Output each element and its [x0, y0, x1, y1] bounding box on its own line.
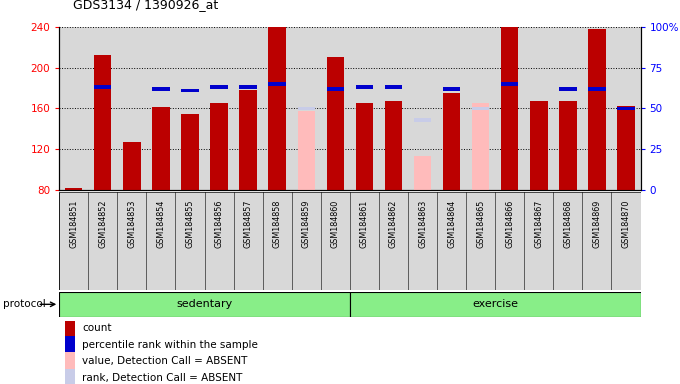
- Bar: [182, 114, 199, 190]
- Bar: [210, 103, 228, 190]
- Bar: [123, 142, 141, 190]
- Bar: [65, 353, 75, 370]
- Text: GSM184854: GSM184854: [156, 200, 165, 248]
- Bar: [466, 27, 495, 190]
- Text: percentile rank within the sample: percentile rank within the sample: [82, 340, 258, 350]
- Text: GSM184852: GSM184852: [99, 200, 107, 248]
- Bar: [554, 27, 583, 190]
- Bar: [152, 87, 169, 91]
- Bar: [443, 87, 460, 91]
- Text: GSM184866: GSM184866: [505, 200, 514, 248]
- Bar: [292, 27, 321, 190]
- Text: GSM184863: GSM184863: [418, 200, 427, 248]
- Bar: [152, 108, 169, 190]
- Text: GSM184861: GSM184861: [360, 200, 369, 248]
- Bar: [414, 118, 431, 122]
- Bar: [588, 87, 606, 91]
- Text: GSM184858: GSM184858: [273, 200, 282, 248]
- Bar: [146, 27, 175, 190]
- Bar: [88, 27, 117, 190]
- Text: GSM184853: GSM184853: [127, 200, 136, 248]
- Bar: [524, 27, 554, 190]
- Text: GSM184855: GSM184855: [186, 200, 194, 248]
- Bar: [617, 106, 634, 190]
- Text: GSM184851: GSM184851: [69, 200, 78, 248]
- Bar: [182, 89, 199, 92]
- Bar: [321, 27, 350, 190]
- Text: value, Detection Call = ABSENT: value, Detection Call = ABSENT: [82, 356, 248, 366]
- Text: GSM184860: GSM184860: [331, 200, 340, 248]
- Bar: [210, 86, 228, 89]
- Bar: [472, 103, 490, 190]
- Bar: [385, 86, 402, 89]
- Bar: [437, 27, 466, 190]
- Bar: [239, 90, 257, 190]
- Bar: [65, 369, 75, 384]
- Bar: [559, 87, 577, 91]
- Text: GSM184868: GSM184868: [564, 200, 573, 248]
- Bar: [326, 87, 344, 91]
- Bar: [408, 27, 437, 190]
- Bar: [94, 55, 112, 190]
- Bar: [65, 336, 75, 354]
- Bar: [298, 111, 315, 190]
- Bar: [588, 29, 606, 190]
- Bar: [414, 156, 431, 190]
- Bar: [350, 292, 641, 317]
- Bar: [239, 86, 257, 89]
- Text: GSM184869: GSM184869: [592, 200, 601, 248]
- Text: GSM184865: GSM184865: [476, 200, 485, 248]
- Text: GSM184856: GSM184856: [215, 200, 224, 248]
- Bar: [530, 101, 547, 190]
- Bar: [495, 27, 524, 190]
- Bar: [501, 27, 518, 190]
- Bar: [65, 319, 75, 337]
- Bar: [326, 58, 344, 190]
- Bar: [611, 27, 641, 190]
- Bar: [385, 101, 402, 190]
- Bar: [262, 27, 292, 190]
- Text: GSM184867: GSM184867: [534, 200, 543, 248]
- Bar: [65, 188, 82, 190]
- Bar: [443, 93, 460, 190]
- Bar: [617, 107, 634, 110]
- Bar: [94, 86, 112, 89]
- Bar: [559, 101, 577, 190]
- Bar: [356, 103, 373, 190]
- Bar: [269, 82, 286, 86]
- Bar: [59, 27, 88, 190]
- Bar: [175, 27, 205, 190]
- Bar: [117, 27, 146, 190]
- Bar: [356, 86, 373, 89]
- Bar: [205, 27, 234, 190]
- Bar: [59, 292, 350, 317]
- Text: rank, Detection Call = ABSENT: rank, Detection Call = ABSENT: [82, 372, 243, 383]
- Text: exercise: exercise: [472, 299, 518, 310]
- Text: GSM184864: GSM184864: [447, 200, 456, 248]
- Bar: [379, 27, 408, 190]
- Text: GDS3134 / 1390926_at: GDS3134 / 1390926_at: [73, 0, 218, 12]
- Bar: [501, 82, 518, 86]
- Text: GSM184859: GSM184859: [302, 200, 311, 248]
- Text: GSM184862: GSM184862: [389, 200, 398, 248]
- Text: GSM184857: GSM184857: [243, 200, 252, 248]
- Bar: [269, 27, 286, 190]
- Bar: [583, 27, 611, 190]
- Bar: [234, 27, 262, 190]
- Bar: [350, 27, 379, 190]
- Text: sedentary: sedentary: [176, 299, 233, 310]
- Text: protocol: protocol: [3, 299, 46, 310]
- Bar: [472, 107, 490, 110]
- Text: count: count: [82, 323, 112, 333]
- Bar: [298, 107, 315, 110]
- Text: GSM184870: GSM184870: [622, 200, 630, 248]
